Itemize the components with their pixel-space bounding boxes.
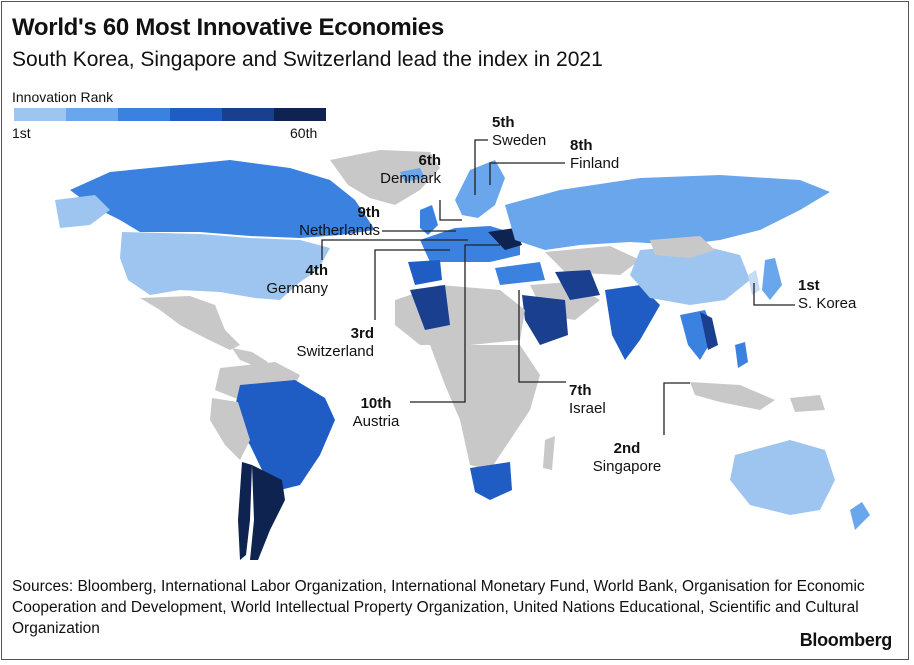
legend-max-label: 60th <box>290 125 318 141</box>
new-zealand-region <box>850 502 870 530</box>
callout-rank: 8th <box>570 137 593 154</box>
callout-rank: 3rd <box>350 325 374 342</box>
papua-region <box>790 395 825 412</box>
callout-sweden: 5th Sweden <box>492 114 546 150</box>
callout-country: Denmark <box>380 170 441 187</box>
callout-rank: 10th <box>360 395 392 412</box>
chart-title: World's 60 Most Innovative Economies <box>12 14 444 41</box>
legend-color-scale <box>14 108 326 121</box>
callout-country: Sweden <box>492 132 547 149</box>
japan-region <box>762 258 782 300</box>
turkey-region <box>495 262 545 285</box>
russia-region <box>505 175 830 250</box>
legend-swatch-6 <box>274 108 326 121</box>
callout-finland: 8th Finland <box>570 137 619 173</box>
philippines-region <box>735 342 748 368</box>
leader-line-switzerland <box>374 249 450 320</box>
peru-bolivia-region <box>210 398 250 460</box>
mexico-region <box>140 296 240 350</box>
brazil-region <box>232 380 335 490</box>
legend-swatch-5 <box>222 108 274 121</box>
sources-note: Sources: Bloomberg, International Labor … <box>12 578 865 637</box>
callout-country: Netherlands <box>299 222 380 239</box>
china-region <box>630 245 750 305</box>
legend-swatch-3 <box>118 108 170 121</box>
callout-rank: 2nd <box>613 440 641 457</box>
leader-line-germany <box>321 239 468 260</box>
callout-rank: 9th <box>357 204 381 221</box>
legend-min-label: 1st <box>12 125 31 141</box>
uk-region <box>420 205 438 235</box>
callout-rank: 5th <box>492 114 515 131</box>
callout-denmark: 6th Denmark <box>366 152 441 188</box>
callout-rank: 7th <box>569 382 592 399</box>
leader-line-south-korea <box>753 283 795 306</box>
south-africa-region <box>470 462 512 500</box>
chart-subtitle: South Korea, Singapore and Switzerland l… <box>12 48 603 71</box>
central-america-region <box>232 348 268 368</box>
callout-country: Israel <box>569 400 606 417</box>
callout-switzerland: 3rd Switzerland <box>280 325 374 361</box>
saudi-arabia-region <box>522 295 568 345</box>
callout-rank: 4th <box>305 262 329 279</box>
spain-region <box>408 260 442 285</box>
iran-region <box>555 270 600 300</box>
callout-country: Germany <box>266 280 328 297</box>
callout-country: Finland <box>570 155 620 172</box>
chile-region <box>238 462 252 560</box>
bloomberg-logo: Bloomberg <box>799 630 893 650</box>
kazakhstan-region <box>545 246 640 275</box>
madagascar-region <box>543 436 555 470</box>
callout-rank: 1st <box>798 277 820 294</box>
leader-line-sweden <box>474 139 488 195</box>
legend-swatch-2 <box>66 108 118 121</box>
callout-singapore: 2nd Singapore <box>586 440 668 476</box>
callout-south-korea: 1st S. Korea <box>798 277 856 313</box>
leader-line-israel <box>518 290 566 383</box>
canada-region <box>70 160 375 238</box>
korea-region <box>748 270 760 295</box>
callout-rank: 6th <box>418 152 442 169</box>
leader-line-denmark <box>439 200 462 221</box>
callout-country: Singapore <box>592 458 662 475</box>
callout-country: S. Korea <box>798 295 857 312</box>
callout-austria: 10th Austria <box>346 395 406 431</box>
indonesia-region <box>690 382 775 410</box>
callout-lines <box>321 139 795 435</box>
legend-swatch-1 <box>14 108 66 121</box>
callout-germany: 4th Germany <box>254 262 328 298</box>
callout-netherlands: 9th Netherlands <box>276 204 380 240</box>
alaska-region <box>55 195 110 228</box>
legend-swatch-4 <box>170 108 222 121</box>
argentina-region <box>250 465 285 560</box>
leader-line-austria <box>410 244 500 403</box>
legend-title: Innovation Rank <box>12 89 114 105</box>
leader-line-singapore <box>663 382 690 435</box>
central-africa-region <box>430 345 540 470</box>
leader-line-finland <box>489 162 565 185</box>
iceland-region <box>400 168 425 182</box>
vietnam-region <box>700 312 718 350</box>
algeria-region <box>410 285 450 330</box>
greenland-region <box>330 150 440 205</box>
india-region <box>605 285 660 360</box>
mongolia-region <box>650 236 715 258</box>
callout-israel: 7th Israel <box>569 382 606 418</box>
scandinavia-region <box>455 160 505 218</box>
usa-region <box>120 232 330 300</box>
callout-country: Switzerland <box>296 343 374 360</box>
callout-country: Austria <box>352 413 400 430</box>
australia-region <box>730 440 835 515</box>
